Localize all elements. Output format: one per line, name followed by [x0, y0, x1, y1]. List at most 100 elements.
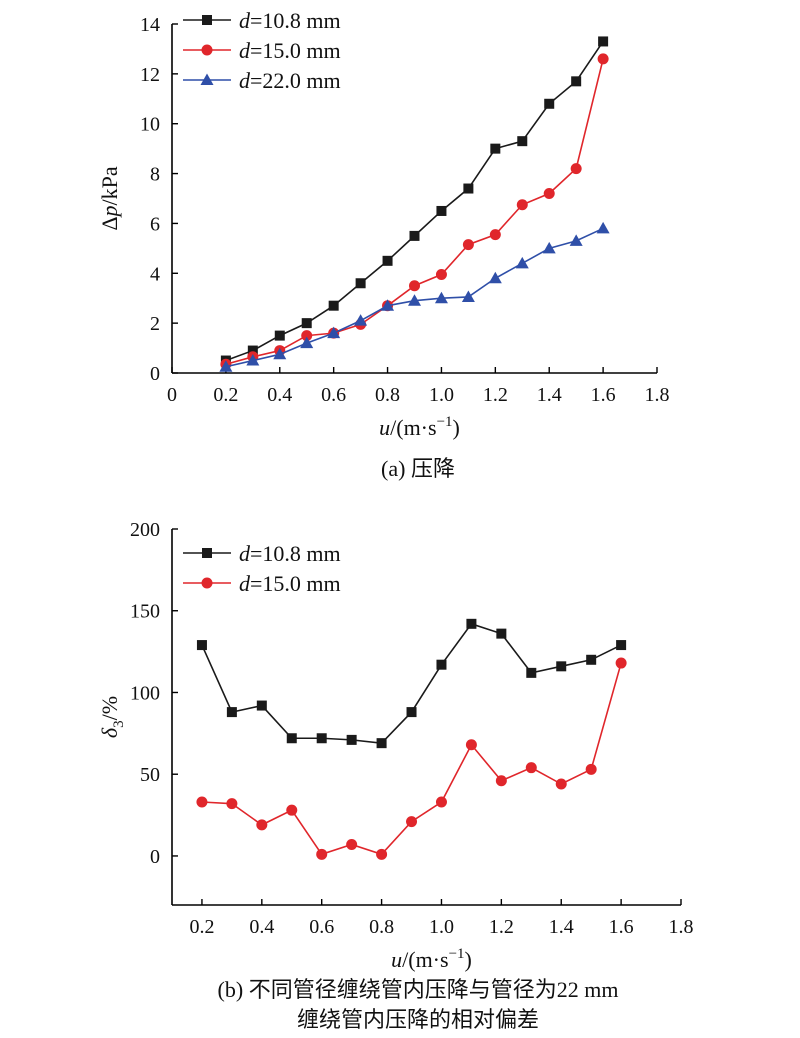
- data-point: [466, 618, 477, 629]
- series-1: [196, 657, 627, 860]
- data-point: [462, 239, 474, 251]
- data-point: [495, 775, 507, 787]
- legend-entry-0: d=10.8 mm: [183, 541, 341, 566]
- legend-marker: [201, 44, 213, 56]
- x-tick-label: 1.8: [645, 384, 670, 406]
- legend-marker: [201, 577, 213, 589]
- y-tick-label: 4: [150, 263, 160, 285]
- y-axis-title: Δp/kPa: [97, 166, 122, 231]
- data-point: [381, 299, 395, 311]
- data-point: [465, 739, 477, 751]
- legend-label: d=15.0 mm: [239, 38, 341, 63]
- data-point: [436, 659, 447, 670]
- y-tick-label: 10: [140, 114, 160, 136]
- data-point: [196, 640, 207, 651]
- x-tick-label: 1.6: [609, 916, 634, 938]
- data-point: [436, 205, 447, 216]
- y-tick-label: 6: [150, 213, 160, 235]
- x-tick-label: 0.8: [369, 916, 394, 938]
- x-axis-title: u/(m·s−1): [391, 946, 472, 972]
- data-point: [435, 796, 447, 808]
- legend-label: d=22.0 mm: [239, 68, 341, 93]
- data-point: [597, 53, 609, 65]
- legend-entry-1: d=15.0 mm: [183, 571, 341, 596]
- x-tick-label: 1.6: [591, 384, 616, 406]
- data-point: [570, 163, 582, 175]
- data-point: [316, 733, 327, 744]
- data-point: [571, 76, 582, 87]
- data-point: [226, 798, 238, 810]
- data-point: [246, 354, 260, 366]
- y-tick-label: 100: [130, 682, 160, 704]
- data-point: [301, 318, 312, 329]
- x-axis-title: u/(m·s−1): [379, 414, 460, 440]
- data-point: [598, 36, 609, 47]
- legend-entry-0: d=10.8 mm: [183, 8, 341, 33]
- data-point: [409, 280, 420, 292]
- data-point: [585, 763, 597, 775]
- data-point: [247, 345, 258, 356]
- data-point: [196, 796, 208, 808]
- data-point: [382, 255, 393, 266]
- data-point: [328, 300, 339, 311]
- data-point: [354, 314, 368, 326]
- y-axis-title: δ3/%: [97, 696, 127, 738]
- caption-b-line1: (b) 不同管径缠绕管内压降与管径为22 mm: [218, 977, 619, 1002]
- data-point: [286, 733, 297, 744]
- data-point: [616, 640, 627, 651]
- data-point: [376, 738, 387, 749]
- data-point: [517, 136, 528, 147]
- legend-label: d=15.0 mm: [239, 571, 341, 596]
- data-point: [515, 256, 529, 269]
- data-point: [489, 229, 501, 241]
- chart-relative-deviation: 0 50 100 150 200 0.2 0.4 0.6 0.8 1.0 1.2 1.4 1.6 1.8 u…: [97, 519, 694, 972]
- x-tick-label: 0: [167, 384, 177, 406]
- x-tick-label: 1.0: [429, 916, 454, 938]
- data-point: [490, 143, 501, 154]
- data-point: [544, 98, 555, 109]
- data-point: [516, 199, 528, 211]
- data-point: [406, 816, 418, 828]
- data-point: [256, 700, 267, 711]
- legend-marker: [202, 548, 212, 558]
- data-point: [525, 762, 537, 774]
- chart-pressure-drop: 0 2 4 6 8 10 12 14 0 0.2 0.4 0.6 0.8 1.0 1.2 1.4 1.6 1.8 u…: [97, 8, 670, 440]
- legend-entry-1: d=15.0 mm: [183, 38, 341, 63]
- x-tick-label: 1.2: [489, 916, 514, 938]
- data-point: [409, 230, 420, 241]
- y-tick-label: 14: [140, 14, 160, 36]
- series-0: [220, 36, 609, 366]
- data-point: [543, 188, 555, 200]
- x-tick-label: 0.2: [213, 384, 238, 406]
- caption-a: (a) 压降: [381, 456, 455, 481]
- data-point: [435, 269, 447, 281]
- data-point: [346, 734, 357, 745]
- y-tick-label: 150: [130, 601, 160, 623]
- series-0: [196, 618, 627, 749]
- data-point: [569, 234, 583, 246]
- data-point: [256, 819, 268, 831]
- data-point: [555, 778, 567, 790]
- data-point: [300, 336, 314, 349]
- y-tick-label: 200: [130, 519, 160, 541]
- y-tick-label: 12: [140, 64, 160, 86]
- data-point: [526, 667, 537, 678]
- data-point: [586, 654, 597, 665]
- data-point: [463, 183, 474, 194]
- data-point: [488, 271, 502, 284]
- legend-label: d=10.8 mm: [239, 8, 341, 33]
- x-tick-label: 0.2: [189, 916, 214, 938]
- series-line: [201, 622, 622, 744]
- data-point: [556, 661, 567, 672]
- data-point: [376, 848, 388, 860]
- x-tick-label: 1.4: [549, 916, 574, 938]
- data-point: [346, 839, 358, 851]
- x-tick-label: 0.6: [321, 384, 346, 406]
- data-point: [406, 707, 417, 718]
- y-tick-label: 50: [140, 764, 160, 786]
- legend-label: d=10.8 mm: [239, 541, 341, 566]
- data-point: [542, 241, 556, 254]
- y-tick-label: 2: [150, 313, 160, 335]
- y-tick-label: 0: [150, 846, 160, 868]
